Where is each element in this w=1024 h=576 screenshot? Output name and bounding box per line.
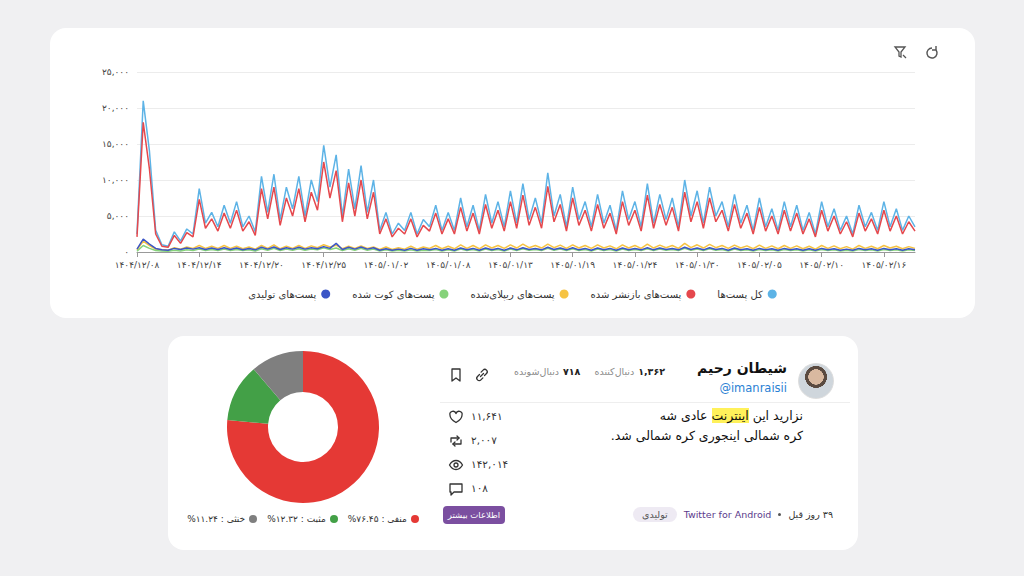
svg-text:۱۴۰۴/۱۲/۱۴: ۱۴۰۴/۱۲/۱۴ <box>177 260 222 270</box>
html-text:@imanraisii: @imanraisii <box>719 381 787 395</box>
html-text:خنثی : ۱۱.۲۴%: خنثی : ۱۱.۲۴% <box>187 514 246 524</box>
svg-text:۱۴۰۵/۰۱/۱۹: ۱۴۰۵/۰۱/۱۹ <box>550 260 595 270</box>
html-text:شیطان رحیم: شیطان رحیم <box>697 360 787 376</box>
svg-text:۱۴۰۵/۰۱/۰۲: ۱۴۰۵/۰۱/۰۲ <box>364 260 409 270</box>
html-text:تولیدی: تولیدی <box>642 509 668 520</box>
html-text:۱,۳۶۲: ۱,۳۶۲ <box>638 366 665 377</box>
svg-text:۲۰,۰۰۰: ۲۰,۰۰۰ <box>102 103 129 113</box>
svg-text:۱۴۰۵/۰۲/۰۵: ۱۴۰۵/۰۲/۰۵ <box>737 260 782 270</box>
svg-text:۵,۰۰۰: ۵,۰۰۰ <box>107 211 129 221</box>
svg-text:پست‌های ریپلای‌شده: پست‌های ریپلای‌شده <box>470 289 554 301</box>
html-text:دنبال‌کننده: دنبال‌کننده <box>594 366 635 377</box>
html-text:۱۴۲,۰۱۴: ۱۴۲,۰۱۴ <box>471 458 509 470</box>
html-text:کره شمالی اینجوری کره شمالی شد: کره شمالی اینجوری کره شمالی شد. <box>610 428 803 443</box>
svg-text:۱۴۰۵/۰۱/۱۳: ۱۴۰۵/۰۱/۱۳ <box>488 260 533 270</box>
html-text:۳۹ روز قبل: ۳۹ روز قبل <box>788 509 833 520</box>
svg-text:۰: ۰ <box>124 247 129 257</box>
html-text:نزارید این: نزارید این <box>748 408 803 423</box>
svg-text:۱۴۰۵/۰۲/۱۰: ۱۴۰۵/۰۲/۱۰ <box>799 260 844 270</box>
svg-text:پست‌های تولیدی: پست‌های تولیدی <box>248 289 316 301</box>
svg-text:پست‌های بازنشر شده: پست‌های بازنشر شده <box>591 289 682 301</box>
svg-text:کل پست‌ها: کل پست‌ها <box>717 289 763 301</box>
svg-text:۱۴۰۵/۰۱/۰۸: ۱۴۰۵/۰۱/۰۸ <box>426 260 471 270</box>
svg-text:۱۴۰۵/۰۱/۳۰: ۱۴۰۵/۰۱/۳۰ <box>675 260 720 270</box>
html-text:اینترنت: اینترنت <box>711 408 749 423</box>
svg-text:۲۵,۰۰۰: ۲۵,۰۰۰ <box>102 67 129 77</box>
html-text:اطلاعات بیشتر: اطلاعات بیشتر <box>447 510 501 520</box>
html-text:دنبال‌شونده: دنبال‌شونده <box>514 366 559 377</box>
svg-text:۱۴۰۵/۰۲/۱۶: ۱۴۰۵/۰۲/۱۶ <box>862 260 907 270</box>
svg-text:۱۴۰۴/۱۲/۰۸: ۱۴۰۴/۱۲/۰۸ <box>115 260 160 270</box>
html-text:عادی شه: عادی شه <box>659 408 712 423</box>
html-text:۷۱۸: ۷۱۸ <box>563 366 581 377</box>
svg-text:۱۵,۰۰۰: ۱۵,۰۰۰ <box>102 139 129 149</box>
svg-text:۱۰,۰۰۰: ۱۰,۰۰۰ <box>102 175 129 185</box>
svg-text:۱۴۰۴/۱۲/۲۰: ۱۴۰۴/۱۲/۲۰ <box>239 260 284 270</box>
svg-text:پست‌های کوت شده: پست‌های کوت شده <box>352 289 434 301</box>
svg-text:۱۴۰۴/۱۲/۲۵: ۱۴۰۴/۱۲/۲۵ <box>301 260 346 270</box>
html-text:۲,۰۰۷: ۲,۰۰۷ <box>471 434 497 446</box>
html-text:۱۱,۶۴۱: ۱۱,۶۴۱ <box>471 410 503 422</box>
html-text:منفی : ۷۶.۴۵%: منفی : ۷۶.۴۵% <box>347 514 407 524</box>
html-text:مثبت : ۱۲.۳۲%: مثبت : ۱۲.۳۲% <box>267 514 326 524</box>
html-text:۱۰۸: ۱۰۸ <box>471 482 488 494</box>
svg-text:۱۴۰۵/۰۱/۲۴: ۱۴۰۵/۰۱/۲۴ <box>613 260 658 270</box>
html-text:Twitter for Android: Twitter for Android <box>683 509 772 520</box>
